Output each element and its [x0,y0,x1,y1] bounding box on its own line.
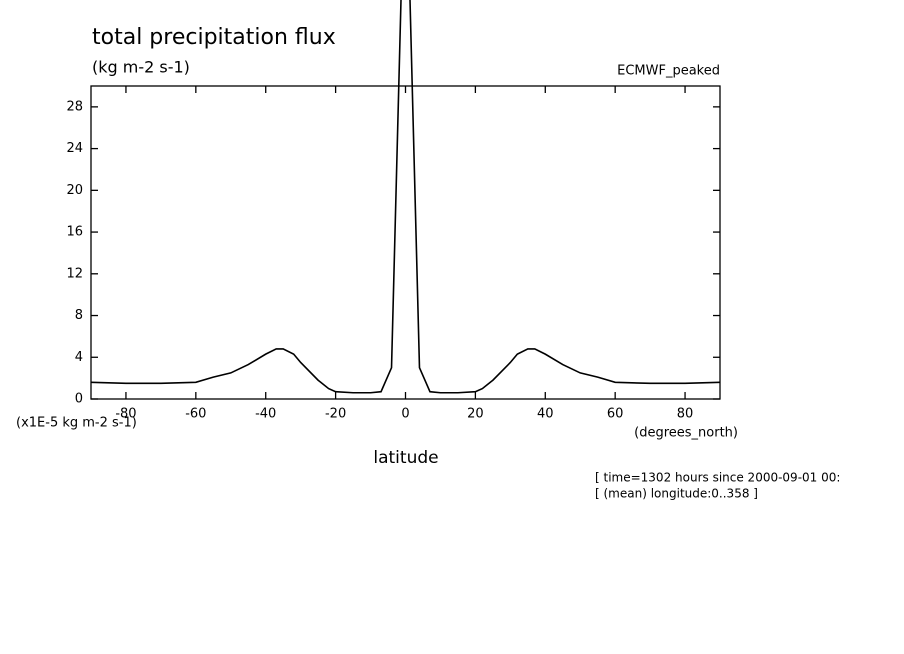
x-tick-label: -20 [325,407,346,422]
x-tick-label: -60 [185,407,206,422]
data-line [90,0,721,394]
y-tick-label: 4 [75,350,83,365]
x-tick-label: -80 [115,407,136,422]
x-axis-label: latitude [373,448,438,468]
x-tick-label: 40 [537,407,554,422]
y-tick-label: 24 [66,141,83,156]
x-tick-label: 80 [677,407,694,422]
footnote: [ time=1302 hours since 2000-09-01 00: [595,471,840,485]
plot-frame [90,85,721,400]
y-axis-label: (x1E-5 kg m-2 s-1) [16,416,137,431]
chart-title: total precipitation flux [92,25,336,50]
y-tick-label: 0 [75,392,83,407]
chart-subtitle: (kg m-2 s-1) [92,58,190,77]
y-tick-label: 16 [66,225,83,240]
x-tick-label: 60 [607,407,624,422]
x-tick-label: 0 [401,407,409,422]
y-tick-label: 28 [66,99,83,114]
dataset-label: ECMWF_peaked [617,64,720,79]
footnote: [ (mean) longitude:0..358 ] [595,487,758,501]
y-tick-label: 8 [75,308,83,323]
x-tick-label: -40 [255,407,276,422]
y-tick-label: 20 [66,183,83,198]
x-unit-label: (degrees_north) [634,426,738,441]
x-tick-label: 20 [467,407,484,422]
y-tick-label: 12 [66,266,83,281]
